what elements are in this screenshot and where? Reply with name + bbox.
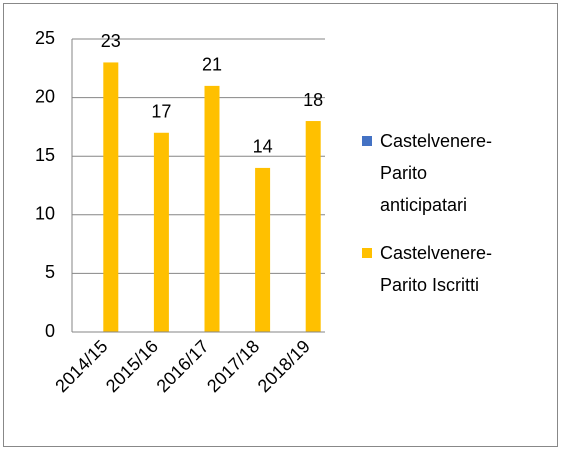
legend-label: Castelvenere-Parito Iscritti xyxy=(380,243,493,295)
data-label: 21 xyxy=(202,55,222,75)
bar xyxy=(305,121,321,332)
legend-label: Castelvenere-Parito anticipatari xyxy=(380,131,493,215)
data-label: 18 xyxy=(303,90,323,110)
legend-item: Castelvenere-Parito Iscritti xyxy=(362,237,512,301)
legend-swatch xyxy=(362,136,372,146)
bar xyxy=(153,132,169,332)
chart-border xyxy=(3,3,558,447)
y-tick-label: 15 xyxy=(35,145,55,165)
y-tick-label: 0 xyxy=(45,321,55,341)
bar xyxy=(204,85,220,332)
legend-item: Castelvenere-Parito anticipatari xyxy=(362,125,512,221)
y-tick-label: 25 xyxy=(35,28,55,48)
x-tick-label: 2015/16 xyxy=(102,336,162,396)
bar xyxy=(255,167,271,332)
data-label: 23 xyxy=(101,31,121,51)
x-tick-label: 2014/15 xyxy=(51,336,111,396)
y-tick-label: 20 xyxy=(35,86,55,106)
x-tick-label: 2018/19 xyxy=(254,336,314,396)
bar xyxy=(103,62,119,332)
y-tick-label: 5 xyxy=(45,262,55,282)
y-tick-label: 10 xyxy=(35,204,55,224)
data-label: 17 xyxy=(151,102,171,122)
legend-swatch xyxy=(362,248,372,258)
x-tick-label: 2017/18 xyxy=(203,336,263,396)
x-tick-label: 2016/17 xyxy=(153,336,213,396)
data-label: 14 xyxy=(253,137,273,157)
